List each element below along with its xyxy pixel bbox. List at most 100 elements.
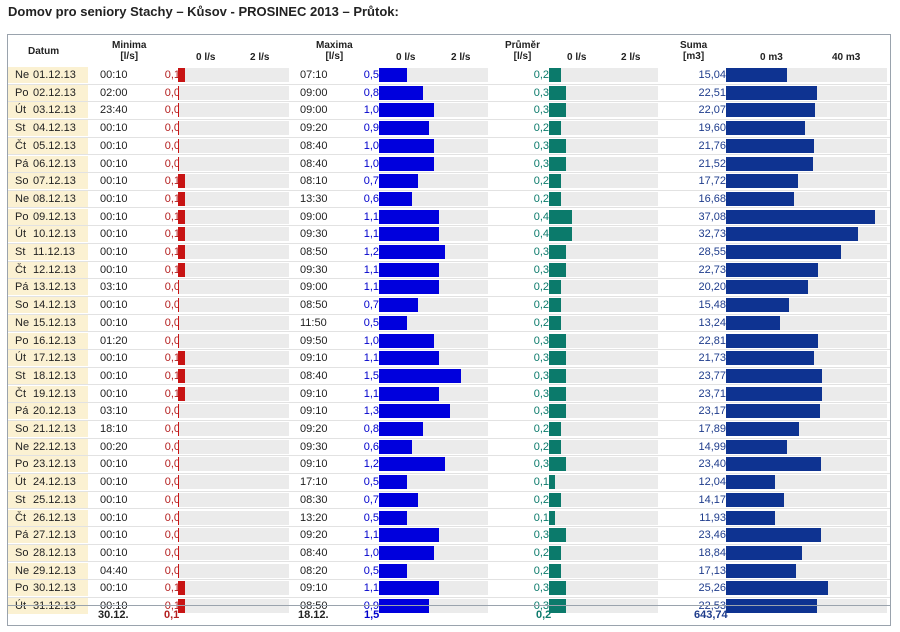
row-avg-bar bbox=[550, 581, 566, 596]
row-avg-value: 0,2 bbox=[533, 316, 549, 329]
row-max-time: 09:00 bbox=[300, 281, 328, 294]
row-sum-zero-line bbox=[726, 528, 727, 543]
row-min-zero-line bbox=[178, 368, 179, 383]
row-avg-value: 0,3 bbox=[533, 246, 549, 258]
row-min-zero-line bbox=[178, 156, 179, 171]
total-sum-value: 643,74 bbox=[694, 609, 728, 621]
row-sum-zero-line bbox=[726, 386, 727, 401]
row-sum-bar bbox=[727, 475, 775, 490]
row-min-track bbox=[179, 510, 289, 525]
row-separator bbox=[8, 543, 890, 545]
row-separator bbox=[8, 242, 890, 244]
row-date: 19.12.13 bbox=[33, 387, 76, 400]
row-max-time: 08:50 bbox=[300, 246, 328, 258]
row-max-time: 09:00 bbox=[300, 86, 328, 99]
row-separator bbox=[8, 118, 890, 120]
row-max-value: 1,1 bbox=[363, 228, 379, 241]
row-sum-value: 14,99 bbox=[698, 440, 726, 453]
row-avg-zero-line bbox=[549, 138, 550, 153]
row-separator bbox=[8, 172, 890, 173]
row-sum-value: 32,73 bbox=[698, 228, 726, 241]
row-sum-bar bbox=[727, 457, 821, 472]
row-max-value: 0,5 bbox=[363, 511, 379, 524]
row-max-time: 08:30 bbox=[300, 493, 328, 506]
row-avg-value: 0,3 bbox=[533, 157, 549, 170]
row-max-bar bbox=[380, 174, 418, 189]
row-avg-bar bbox=[550, 280, 561, 295]
row-day: Út bbox=[15, 476, 26, 489]
row-date: 09.12.13 bbox=[33, 210, 76, 223]
row-max-time: 09:30 bbox=[300, 440, 328, 453]
row-max-bar bbox=[380, 422, 423, 436]
row-separator bbox=[8, 349, 890, 350]
row-avg-track bbox=[550, 103, 658, 118]
row-avg-track bbox=[550, 545, 658, 560]
row-max-value: 1,1 bbox=[363, 352, 379, 365]
date-cell bbox=[8, 527, 88, 544]
row-min-bar bbox=[179, 262, 185, 277]
row-sum-value: 37,08 bbox=[698, 210, 726, 223]
row-min-track bbox=[179, 333, 289, 348]
row-day: Čt bbox=[15, 263, 26, 276]
row-avg-bar bbox=[550, 510, 555, 525]
row-min-bar bbox=[179, 599, 185, 613]
row-max-value: 1,0 bbox=[363, 157, 379, 170]
row-sum-bar bbox=[727, 156, 813, 171]
row-avg-bar bbox=[550, 138, 566, 153]
row-sum-zero-line bbox=[726, 245, 727, 259]
row-avg-bar bbox=[550, 492, 561, 507]
row-sum-value: 15,48 bbox=[698, 299, 726, 312]
row-date: 28.12.13 bbox=[33, 546, 76, 559]
row-avg-bar bbox=[550, 404, 566, 419]
row-sum-bar bbox=[727, 227, 858, 242]
row-avg-bar bbox=[550, 262, 566, 277]
row-avg-bar bbox=[550, 351, 566, 366]
row-max-track bbox=[380, 510, 488, 525]
row-max-value: 0,6 bbox=[363, 192, 379, 205]
row-sum-zero-line bbox=[726, 315, 727, 330]
row-max-value: 0,6 bbox=[363, 440, 379, 453]
row-min-bar bbox=[179, 174, 185, 189]
row-sum-zero-line bbox=[726, 103, 727, 118]
row-min-zero-line bbox=[178, 545, 179, 560]
row-sum-value: 25,26 bbox=[698, 582, 726, 595]
row-sum-zero-line bbox=[726, 333, 727, 348]
row-min-zero-line bbox=[178, 262, 179, 277]
row-avg-track bbox=[550, 85, 658, 100]
row-min-time: 00:10 bbox=[100, 122, 128, 135]
row-max-bar bbox=[380, 245, 445, 259]
row-day: St bbox=[15, 246, 26, 258]
row-min-track bbox=[179, 386, 289, 401]
row-max-value: 0,5 bbox=[363, 476, 379, 489]
row-avg-zero-line bbox=[549, 103, 550, 118]
row-sum-zero-line bbox=[726, 404, 727, 419]
row-avg-zero-line bbox=[549, 545, 550, 560]
row-separator bbox=[8, 366, 890, 368]
row-date: 20.12.13 bbox=[33, 405, 76, 418]
row-date: 10.12.13 bbox=[33, 228, 76, 241]
row-min-time: 00:10 bbox=[100, 476, 128, 489]
row-separator bbox=[8, 526, 890, 527]
row-date: 08.12.13 bbox=[33, 192, 76, 205]
row-avg-track bbox=[550, 528, 658, 543]
row-max-zero-line bbox=[379, 156, 380, 171]
row-min-track bbox=[179, 545, 289, 560]
row-avg-bar bbox=[550, 439, 561, 454]
row-avg-zero-line bbox=[549, 439, 550, 454]
row-max-time: 08:10 bbox=[300, 175, 328, 188]
row-max-time: 09:20 bbox=[300, 529, 328, 542]
row-min-bar bbox=[179, 368, 185, 383]
row-max-zero-line bbox=[379, 351, 380, 366]
row-min-zero-line bbox=[178, 475, 179, 490]
row-avg-track bbox=[550, 156, 658, 171]
row-min-value: 0,1 bbox=[164, 210, 180, 223]
row-avg-track bbox=[550, 475, 658, 490]
row-sum-bar bbox=[727, 351, 814, 366]
row-sum-value: 22,81 bbox=[698, 334, 726, 347]
row-sum-zero-line bbox=[726, 191, 727, 206]
total-max-date: 18.12. bbox=[298, 609, 329, 621]
row-sum-zero-line bbox=[726, 545, 727, 560]
row-sum-bar bbox=[727, 121, 805, 136]
row-max-bar bbox=[380, 351, 439, 366]
row-max-value: 1,3 bbox=[363, 405, 379, 418]
